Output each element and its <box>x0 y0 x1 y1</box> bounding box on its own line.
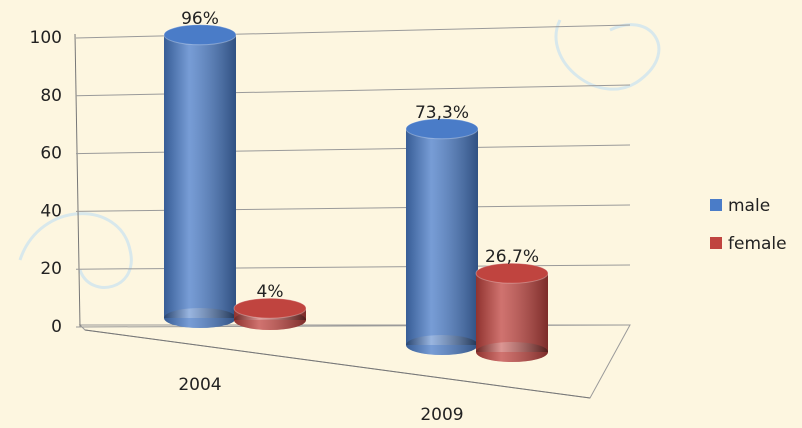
y-tick-label: 20 <box>40 259 62 279</box>
y-axis <box>74 33 81 328</box>
value-label: 73,3% <box>415 103 469 123</box>
value-label: 4% <box>257 282 284 302</box>
y-tick-label: 100 <box>30 28 62 48</box>
bar-cap <box>163 24 237 46</box>
legend-label: female <box>728 234 787 254</box>
bar-shade <box>164 34 236 319</box>
bar-shade <box>476 273 548 352</box>
bar-cap <box>233 297 307 319</box>
bar-cap <box>405 118 479 140</box>
x-tick-label: 2004 <box>178 375 221 395</box>
y-tick-label: 0 <box>51 317 62 337</box>
y-tick-label: 40 <box>40 201 62 221</box>
x-axis <box>84 329 591 399</box>
y-tick-label: 60 <box>40 144 62 164</box>
bar-shade <box>406 128 478 345</box>
y-tick-label: 80 <box>40 86 62 106</box>
bar-cap <box>475 262 549 284</box>
legend-label: male <box>728 196 770 216</box>
x-tick-label: 2009 <box>420 405 463 425</box>
value-label: 96% <box>181 9 219 29</box>
legend-swatch <box>710 199 722 211</box>
decoration <box>18 19 661 289</box>
legend-swatch <box>710 237 722 249</box>
value-label: 26,7% <box>485 247 539 267</box>
